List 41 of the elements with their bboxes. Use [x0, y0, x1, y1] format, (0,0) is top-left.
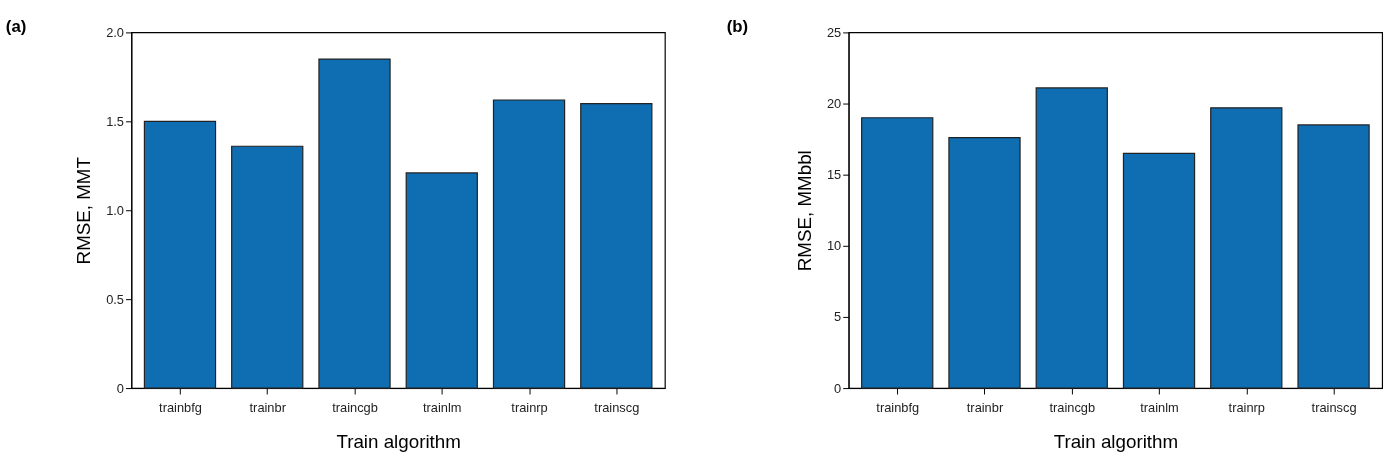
x-tick-label: trainrp [511, 400, 548, 416]
bar [1122, 152, 1196, 389]
y-axis-title: RMSE, MMT [73, 156, 95, 265]
bar [861, 117, 934, 389]
bar [492, 99, 566, 389]
x-tick-label: trainscg [1311, 400, 1357, 416]
y-axis-title: RMSE, MMbbl [794, 150, 816, 272]
x-tick-label: trainbr [966, 400, 1004, 416]
y-tick-label: 1.0 [106, 202, 124, 218]
bar [318, 58, 391, 389]
bar [948, 137, 1021, 389]
y-tick-label: 20 [826, 95, 842, 111]
x-tick-label: trainrp [1228, 400, 1265, 416]
x-tick-label: traincgb [332, 400, 378, 416]
y-tick-label: 0.5 [106, 291, 124, 307]
x-tick-label: trainscg [594, 400, 640, 416]
y-tick-label: 10 [826, 238, 842, 254]
bar [1210, 107, 1283, 389]
y-tick-label: 2.0 [106, 24, 124, 40]
x-tick-label: trainlm [1140, 400, 1179, 416]
y-tick-label: 0 [834, 380, 842, 396]
y-tick-label: 0 [116, 380, 124, 396]
bar [1297, 124, 1370, 389]
chart-title: (b) [726, 17, 749, 37]
x-tick-label: trainbr [249, 400, 287, 416]
bar [1035, 87, 1108, 389]
x-tick-label: traincgb [1049, 400, 1096, 416]
chart-title: (a) [5, 17, 27, 37]
y-tick-label: 15 [826, 167, 842, 183]
x-tick-label: trainbfg [159, 400, 202, 416]
y-tick-label: 5 [834, 309, 842, 325]
y-tick-label: 25 [826, 24, 842, 40]
x-tick-label: trainbfg [876, 400, 920, 416]
bar [405, 172, 478, 389]
x-tick-label: trainlm [423, 400, 462, 416]
bar [580, 102, 653, 389]
x-axis-title: Train algorithm [336, 430, 461, 452]
bar [231, 145, 304, 389]
bar [143, 120, 217, 389]
x-axis-title: Train algorithm [1053, 430, 1179, 452]
y-tick-label: 1.5 [106, 113, 124, 129]
